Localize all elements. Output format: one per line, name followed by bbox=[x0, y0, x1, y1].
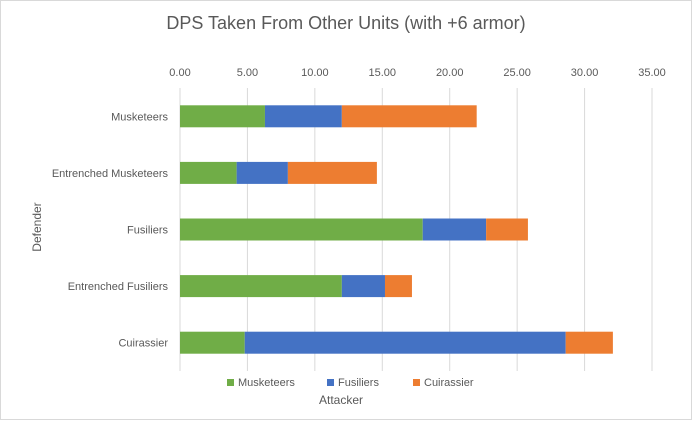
bar-segment bbox=[180, 105, 265, 128]
bar-segment bbox=[287, 161, 377, 184]
bar-segment bbox=[180, 161, 237, 184]
x-tick-label: 25.00 bbox=[503, 67, 531, 79]
bars bbox=[180, 105, 613, 354]
bar-segment bbox=[486, 218, 528, 241]
bar-segment bbox=[384, 275, 412, 298]
x-tick-label: 5.00 bbox=[237, 67, 258, 79]
x-tick-label: 20.00 bbox=[436, 67, 464, 79]
legend-swatch bbox=[327, 379, 334, 386]
chart-title: DPS Taken From Other Units (with +6 armo… bbox=[166, 13, 525, 33]
bar-segment bbox=[236, 161, 288, 184]
bar-segment bbox=[341, 275, 385, 298]
legend-swatch bbox=[413, 379, 420, 386]
bar-segment bbox=[244, 331, 566, 354]
y-category-label: Cuirassier bbox=[118, 338, 168, 350]
y-axis-title: Defender bbox=[30, 202, 44, 251]
bar-segment bbox=[180, 275, 342, 298]
y-category-label: Entrenched Fusiliers bbox=[68, 281, 169, 293]
x-tick-label: 15.00 bbox=[369, 67, 397, 79]
legend-swatch bbox=[227, 379, 234, 386]
bar-segment bbox=[422, 218, 487, 241]
legend-label: Musketeers bbox=[238, 377, 295, 389]
x-axis-ticks: 0.00 5.00 10.00 15.00 20.00 25.00 30.00 35.00 bbox=[169, 67, 665, 79]
y-category-label: Entrenched Musketeers bbox=[52, 168, 169, 180]
bar-segment bbox=[565, 331, 613, 354]
bar-segment bbox=[180, 218, 423, 241]
legend-label: Cuirassier bbox=[424, 377, 474, 389]
bar-segment bbox=[180, 331, 245, 354]
x-tick-label: 35.00 bbox=[638, 67, 666, 79]
x-tick-label: 0.00 bbox=[169, 67, 190, 79]
legend: Musketeers Fusiliers Cuirassier bbox=[227, 377, 474, 389]
x-axis-title: Attacker bbox=[319, 393, 363, 407]
bar-segment bbox=[341, 105, 477, 128]
y-category-label: Musketeers bbox=[111, 111, 168, 123]
x-tick-label: 10.00 bbox=[301, 67, 329, 79]
x-tick-label: 30.00 bbox=[571, 67, 599, 79]
bar-segment bbox=[264, 105, 342, 128]
y-axis-categories: Musketeers Entrenched Musketeers Fusiliers… bbox=[52, 111, 169, 349]
y-category-label: Fusiliers bbox=[127, 225, 168, 237]
legend-label: Fusiliers bbox=[338, 377, 379, 389]
